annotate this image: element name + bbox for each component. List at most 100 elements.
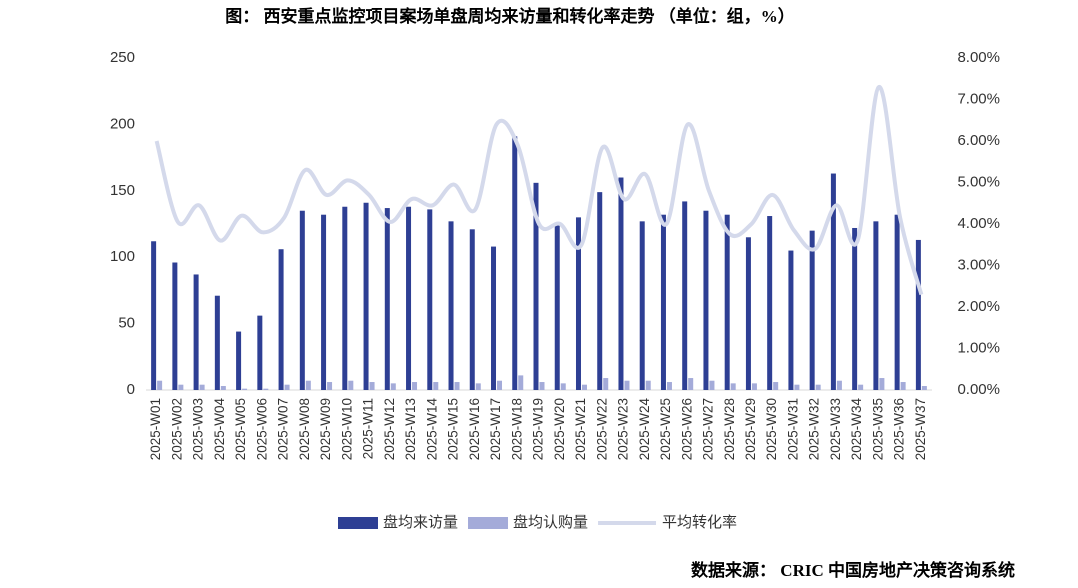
bar — [809, 230, 815, 390]
bar — [348, 380, 354, 390]
bar — [682, 201, 688, 390]
bar — [193, 274, 199, 390]
x-tick-label: 2025-W26 — [679, 398, 694, 460]
bar — [491, 246, 497, 390]
legend-label: 盘均认购量 — [513, 513, 588, 531]
x-tick-label: 2025-W24 — [637, 398, 652, 461]
x-tick-label: 2025-W06 — [254, 398, 269, 460]
bar — [688, 378, 694, 390]
bar — [767, 216, 773, 390]
bar — [172, 262, 178, 390]
bar — [554, 222, 560, 390]
bar — [284, 384, 290, 390]
bar — [852, 227, 858, 390]
bar — [900, 382, 906, 390]
bar — [363, 202, 369, 390]
bar — [220, 386, 226, 390]
bar — [469, 229, 475, 390]
bar — [242, 388, 248, 390]
bar — [533, 182, 539, 390]
y2-tick-label: 8.00% — [957, 49, 1000, 66]
legend-swatch — [468, 517, 509, 529]
bar — [666, 382, 672, 390]
bar — [603, 378, 609, 390]
x-tick-label: 2025-W11 — [361, 398, 376, 459]
bar — [384, 208, 390, 390]
x-tick-label: 2025-W15 — [446, 398, 461, 460]
x-tick-label: 2025-W37 — [913, 398, 928, 460]
x-tick-label: 2025-W12 — [382, 398, 397, 460]
y-tick-label: 100 — [110, 248, 135, 265]
bar — [406, 206, 412, 390]
bar — [518, 375, 524, 390]
bar — [597, 192, 603, 390]
bar — [815, 384, 821, 390]
x-tick-label: 2025-W30 — [764, 398, 779, 460]
bar — [448, 221, 454, 390]
bar — [560, 383, 566, 390]
x-tick-label: 2025-W27 — [701, 398, 716, 460]
x-tick-label: 2025-W02 — [169, 398, 184, 460]
source-note: 数据来源： CRIC 中国房地产决策咨询系统 — [691, 560, 1015, 580]
x-tick-label: 2025-W13 — [403, 398, 418, 460]
x-tick-label: 2025-W31 — [785, 398, 800, 460]
x-tick-label: 2025-W14 — [424, 398, 439, 461]
bar — [236, 331, 242, 390]
bar — [151, 241, 157, 390]
bar — [836, 380, 842, 390]
bar — [618, 177, 624, 390]
y2-tick-label: 3.00% — [957, 256, 1000, 273]
y-tick-label: 200 — [110, 115, 135, 132]
x-tick-label: 2025-W16 — [467, 398, 482, 460]
bar — [879, 378, 885, 390]
bar — [454, 382, 460, 390]
y2-tick-label: 7.00% — [957, 90, 1000, 107]
y2-tick-label: 0.00% — [957, 381, 1000, 398]
bar — [788, 250, 794, 390]
bar — [299, 210, 305, 390]
bar — [773, 382, 779, 390]
x-tick-label: 2025-W20 — [552, 398, 567, 460]
y2-tick-label: 6.00% — [957, 132, 1000, 149]
bar — [327, 382, 333, 390]
y-tick-label: 50 — [118, 315, 135, 332]
bar — [342, 206, 348, 390]
x-tick-label: 2025-W01 — [148, 398, 163, 460]
bar — [873, 221, 879, 390]
x-tick-label: 2025-W35 — [870, 398, 885, 460]
bar — [624, 380, 630, 390]
bar — [539, 382, 545, 390]
x-tick-label: 2025-W32 — [807, 398, 822, 460]
x-tick-label: 2025-W29 — [743, 398, 758, 460]
y-tick-label: 0 — [127, 381, 135, 398]
x-tick-label: 2025-W23 — [616, 398, 631, 460]
bar — [278, 249, 284, 390]
bar — [305, 380, 311, 390]
x-tick-label: 2025-W34 — [849, 398, 864, 461]
y2-tick-label: 5.00% — [957, 173, 1000, 190]
x-tick-label: 2025-W36 — [892, 398, 907, 460]
x-tick-label: 2025-W09 — [318, 398, 333, 460]
x-tick-label: 2025-W19 — [531, 398, 546, 460]
bar — [157, 380, 163, 390]
bar — [369, 382, 375, 390]
bar — [639, 221, 645, 390]
legend-label: 盘均来访量 — [383, 513, 458, 531]
x-tick-label: 2025-W28 — [722, 398, 737, 460]
bar — [858, 384, 864, 390]
bar — [497, 380, 503, 390]
bar — [575, 217, 581, 390]
x-tick-label: 2025-W22 — [594, 398, 609, 460]
bar — [257, 315, 263, 390]
bar — [709, 380, 715, 390]
bar — [178, 384, 184, 390]
bar — [730, 383, 736, 390]
y2-tick-label: 1.00% — [957, 339, 1000, 356]
bar — [433, 382, 439, 390]
line — [154, 85, 924, 296]
x-tick-label: 2025-W04 — [212, 398, 227, 461]
x-tick-label: 2025-W17 — [488, 398, 503, 460]
x-tick-label: 2025-W03 — [191, 398, 206, 460]
x-tick-label: 2025-W18 — [509, 398, 524, 460]
